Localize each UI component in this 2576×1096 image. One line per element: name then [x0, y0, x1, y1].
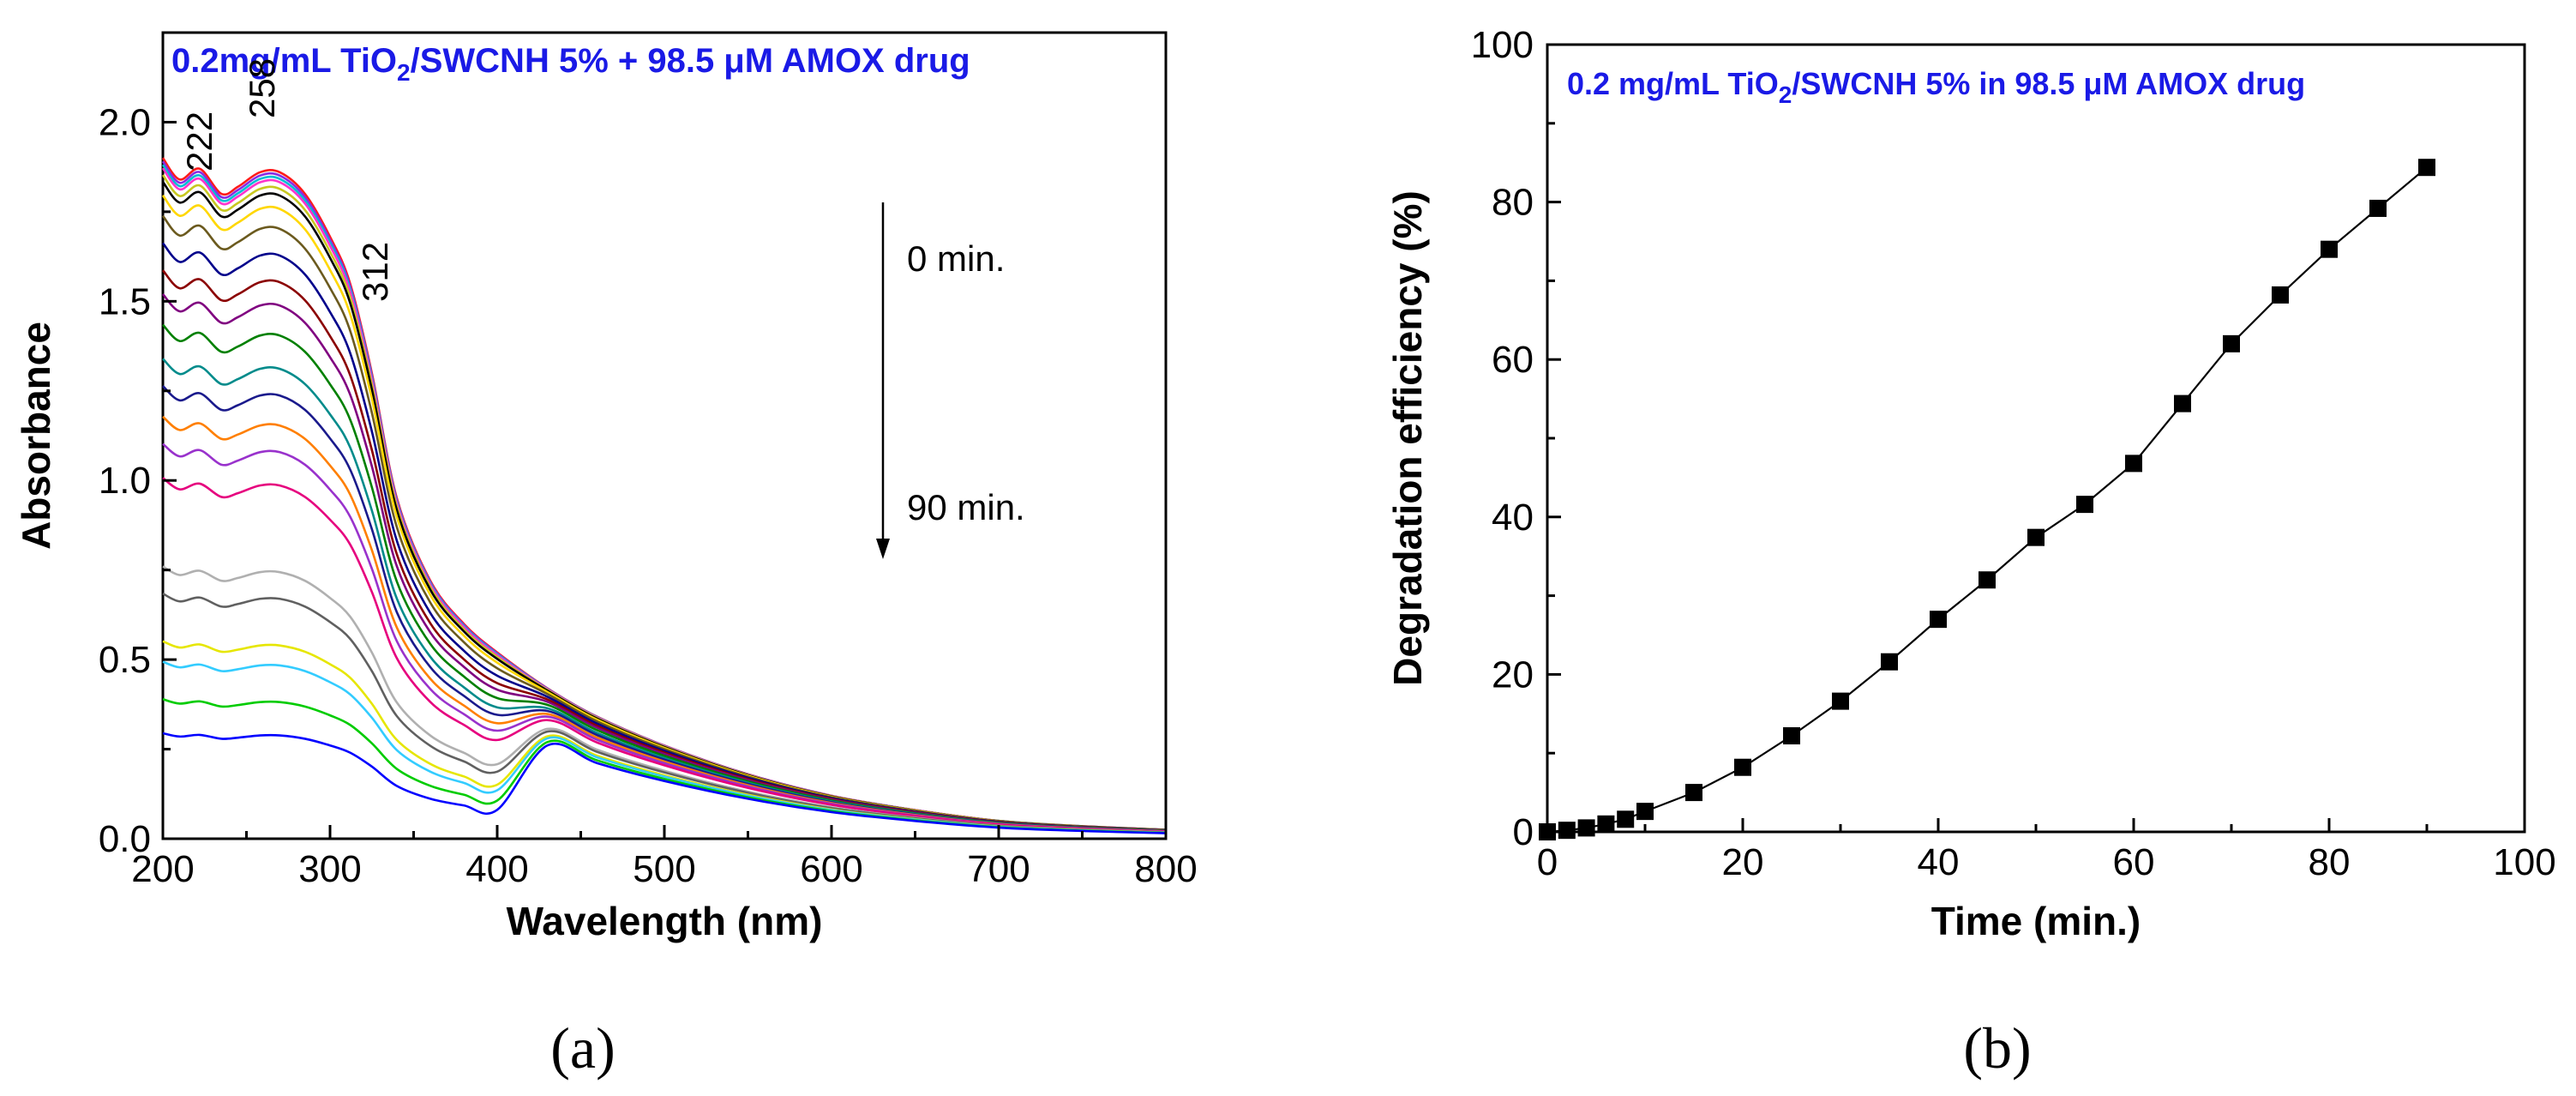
data-point-t50 [2027, 528, 2045, 546]
data-point-t20 [1734, 758, 1751, 776]
data-point-t4 [1577, 819, 1595, 837]
spectrum-80-min [162, 640, 1167, 834]
peak-label-258: 258 [242, 58, 282, 118]
panel-a-spectra [161, 157, 1167, 834]
b-x-tick-label: 0 [1537, 841, 1558, 883]
spectrum-55-min [162, 415, 1167, 833]
peak-label-312: 312 [355, 242, 395, 302]
data-point-t45 [1979, 571, 1996, 589]
data-point-t8 [1617, 810, 1635, 828]
data-point-t55 [2076, 496, 2093, 514]
b-y-tick-label: 20 [1492, 653, 1534, 696]
degradation-line [1546, 166, 2428, 834]
data-point-t35 [1881, 653, 1898, 671]
panel-b-chart: 0 20 40 60 80 100 0 20 40 60 80 100 0.2 mg/mL TiO2/… [1385, 24, 2556, 1081]
panel-a-label: (a) [550, 1015, 615, 1081]
panel-a-chart: 200 300 400 500 600 700 800 0.0 0.5 1.0 1.5 2.0 0.2… [14, 31, 1198, 1081]
panel-b-x-axis-title: Time (min.) [1931, 899, 2141, 943]
time-arrow-head [876, 539, 890, 559]
b-x-tick-label: 60 [2113, 841, 2155, 883]
b-x-tick-label: 20 [1722, 841, 1764, 883]
a-x-tick-label: 300 [298, 848, 361, 890]
data-point-t6 [1597, 815, 1615, 833]
arrow-end-label: 90 min. [907, 487, 1025, 527]
b-x-tick-label: 100 [2493, 841, 2555, 883]
panel-a-ticks: 200 300 400 500 600 700 800 0.0 0.5 1.0 1.5 2.0 [99, 31, 1198, 890]
b-y-tick-label: 0 [1513, 811, 1534, 853]
a-y-tick-label: 1.0 [99, 460, 151, 502]
arrow-start-label: 0 min. [907, 238, 1005, 279]
panel-b-title: 0.2 mg/mL TiO2/SWCNH 5% in 98.5 μM AMOX … [1567, 66, 2305, 108]
b-x-tick-label: 40 [1918, 841, 1960, 883]
a-x-tick-label: 200 [131, 848, 194, 890]
b-y-tick-label: 40 [1492, 497, 1534, 539]
spectrum-70-min [162, 565, 1167, 834]
spectrum-90-min [162, 732, 1167, 834]
data-point-t60 [2125, 455, 2142, 473]
spectrum-40-min [162, 323, 1167, 833]
panel-b-frame [1546, 43, 2526, 834]
data-point-t10 [1636, 803, 1654, 821]
data-point-t70 [2223, 334, 2240, 352]
data-point-t2 [1558, 822, 1576, 840]
peak-label-222: 222 [179, 111, 219, 172]
data-point-t0 [1539, 823, 1556, 840]
panel-b-series [1539, 159, 2435, 840]
data-point-t85 [2369, 199, 2387, 217]
panel-a-title: 0.2mg/mL TiO2/SWCNH 5% + 98.5 μM AMOX dr… [171, 42, 970, 86]
a-x-tick-label: 700 [967, 848, 1030, 890]
a-y-tick-label: 0.5 [99, 639, 151, 681]
a-y-tick-label: 2.0 [99, 101, 151, 143]
data-point-t30 [1832, 692, 1849, 710]
a-y-tick-label: 0.0 [99, 818, 151, 860]
spectrum-65-min [162, 477, 1167, 834]
data-point-t25 [1783, 727, 1800, 745]
panel-b-y-axis-title: Degradation efficiency (%) [1385, 190, 1430, 686]
data-point-t40 [1930, 611, 1947, 629]
spectrum-75-min [162, 593, 1167, 834]
b-y-tick-label: 100 [1471, 24, 1534, 66]
a-x-tick-label: 500 [633, 848, 695, 890]
data-point-t90 [2418, 159, 2435, 177]
data-point-t80 [2321, 240, 2338, 258]
data-point-t75 [2272, 286, 2289, 304]
panel-b-ticks: 0 20 40 60 80 100 0 20 40 60 80 100 [1471, 24, 2556, 883]
a-x-tick-label: 800 [1134, 848, 1197, 890]
data-point-t65 [2174, 394, 2191, 413]
panel-a-frame [161, 31, 1168, 840]
panel-a-y-axis-title: Absorbance [14, 322, 58, 550]
b-y-tick-label: 80 [1492, 182, 1534, 224]
a-x-tick-label: 600 [800, 848, 862, 890]
b-y-tick-label: 60 [1492, 339, 1534, 381]
data-point-t15 [1685, 784, 1702, 802]
panel-a-x-axis-title: Wavelength (nm) [507, 899, 823, 943]
panel-b-label: (b) [1963, 1015, 2031, 1081]
b-x-tick-label: 80 [2309, 841, 2351, 883]
a-y-tick-label: 1.5 [99, 280, 151, 322]
a-x-tick-label: 400 [465, 848, 528, 890]
